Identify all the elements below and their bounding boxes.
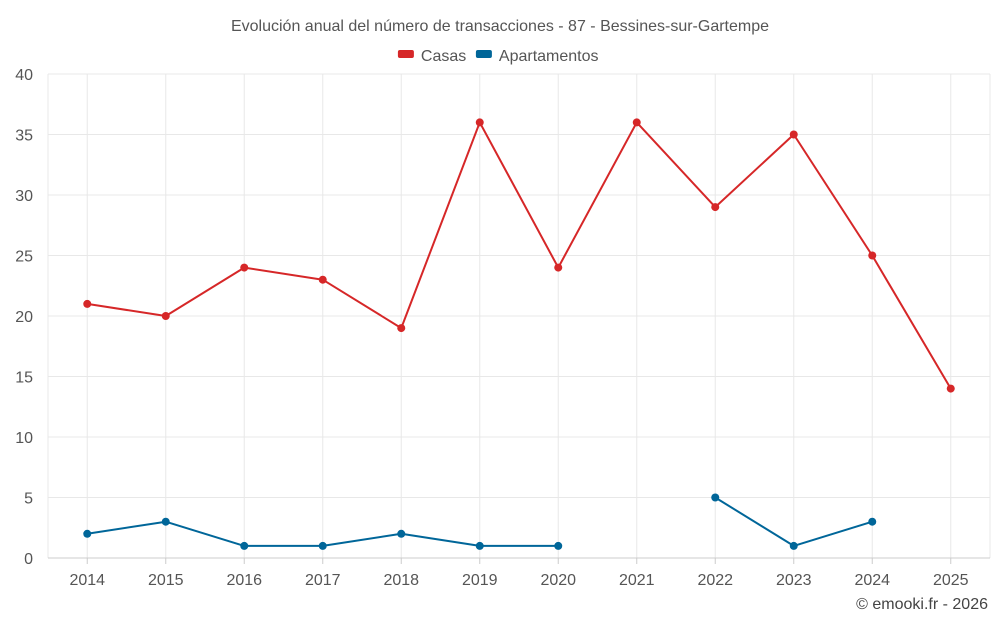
line-chart: Evolución anual del número de transaccio… [0,0,1000,625]
y-tick-label: 40 [15,67,33,84]
x-axis: 2014 2015 2016 2017 2018 2019 2020 2021 2022 2023… [48,558,990,589]
data-point[interactable] [83,300,91,308]
data-point[interactable] [711,203,719,211]
x-tick-label: 2021 [619,572,655,589]
chart-legend: Casas Apartamentos [398,48,599,65]
legend-item-casas[interactable]: Casas [398,48,466,65]
data-point[interactable] [633,118,641,126]
data-point[interactable] [868,252,876,260]
x-tick-label: 2020 [540,572,576,589]
x-tick-label: 2015 [148,572,184,589]
data-point[interactable] [162,312,170,320]
chart-title: Evolución anual del número de transaccio… [231,18,769,35]
credit-text: © emooki.fr - 2026 [856,596,988,613]
data-point[interactable] [476,118,484,126]
x-tick-label: 2024 [854,572,890,589]
data-point[interactable] [947,385,955,393]
data-point[interactable] [554,264,562,272]
data-point[interactable] [397,324,405,332]
y-tick-label: 20 [15,309,33,326]
data-point[interactable] [83,530,91,538]
y-tick-label: 30 [15,188,33,205]
legend-item-apartamentos[interactable]: Apartamentos [476,48,599,65]
y-tick-label: 15 [15,370,33,387]
data-point[interactable] [790,542,798,550]
data-point[interactable] [790,131,798,139]
series-layer [83,118,955,550]
data-point[interactable] [397,530,405,538]
y-tick-label: 35 [15,128,33,145]
x-tick-label: 2018 [383,572,419,589]
y-tick-label: 10 [15,430,33,447]
data-point[interactable] [162,518,170,526]
data-point[interactable] [319,542,327,550]
y-tick-label: 25 [15,249,33,266]
x-tick-label: 2016 [226,572,262,589]
x-tick-label: 2025 [933,572,969,589]
y-tick-label: 0 [24,551,33,568]
x-tick-label: 2023 [776,572,812,589]
legend-label: Apartamentos [499,48,599,65]
data-point[interactable] [319,276,327,284]
x-tick-label: 2014 [69,572,105,589]
x-tick-label: 2022 [697,572,733,589]
x-tick-label: 2017 [305,572,341,589]
legend-label: Casas [421,48,466,65]
data-point[interactable] [711,494,719,502]
legend-swatch [476,50,492,58]
data-point[interactable] [554,542,562,550]
y-tick-label: 5 [24,491,33,508]
data-point[interactable] [240,542,248,550]
legend-swatch [398,50,414,58]
x-tick-label: 2019 [462,572,498,589]
y-axis: 0 5 10 15 20 25 30 35 40 [15,67,33,568]
chart-grid [48,74,990,558]
data-point[interactable] [476,542,484,550]
data-point[interactable] [868,518,876,526]
data-point[interactable] [240,264,248,272]
